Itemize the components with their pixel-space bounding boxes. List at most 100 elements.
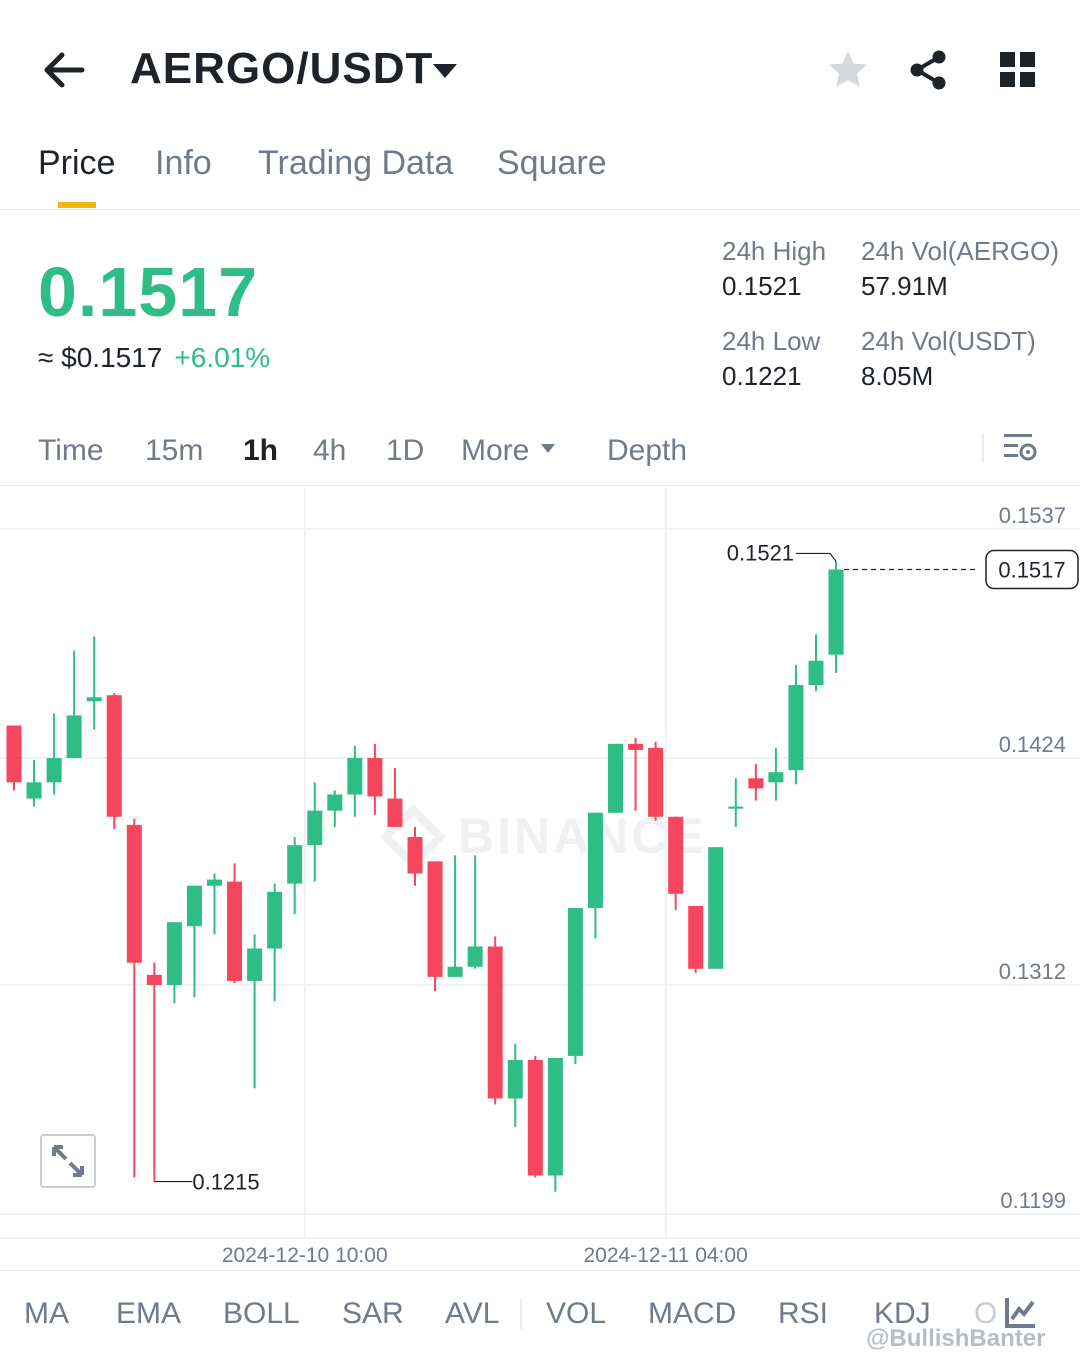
candle-body bbox=[227, 881, 243, 981]
candle bbox=[6, 725, 22, 791]
candle-body bbox=[26, 782, 42, 799]
candle-body bbox=[166, 922, 182, 985]
x-axis-tick-label: 2024-12-10 10:00 bbox=[222, 1244, 388, 1267]
last-price: 0.1517 bbox=[38, 253, 259, 331]
candle-body bbox=[587, 812, 603, 908]
indicator-vol[interactable]: VOL bbox=[546, 1297, 607, 1330]
y-axis-tick-label: 0.1199 bbox=[1000, 1188, 1066, 1213]
divider bbox=[982, 434, 984, 462]
fiat-price: ≈ $0.1517 bbox=[38, 342, 163, 373]
indicator-ma[interactable]: MA bbox=[24, 1297, 69, 1330]
indicator-rsi[interactable]: RSI bbox=[778, 1297, 829, 1330]
vol-quote-label: 24h Vol(USDT) bbox=[861, 326, 1036, 356]
candle-body bbox=[247, 948, 263, 981]
candle bbox=[126, 818, 142, 1178]
candle-body bbox=[126, 824, 142, 963]
grid-menu-icon[interactable] bbox=[998, 50, 1038, 90]
candle-body bbox=[708, 847, 724, 969]
candle-body bbox=[327, 794, 343, 811]
candle bbox=[828, 561, 844, 673]
indicator-kdj[interactable]: KDJ bbox=[874, 1297, 931, 1330]
candle-body bbox=[567, 907, 583, 1056]
candle bbox=[688, 905, 704, 973]
candle-body bbox=[547, 1057, 563, 1176]
candle bbox=[507, 1043, 523, 1127]
interval-depth[interactable]: Depth bbox=[607, 434, 688, 467]
candle bbox=[106, 693, 122, 829]
fullscreen-button[interactable] bbox=[40, 1134, 96, 1188]
indicator-settings-icon[interactable] bbox=[1004, 1295, 1038, 1329]
indicator-sar[interactable]: SAR bbox=[342, 1297, 404, 1330]
candle bbox=[186, 885, 202, 998]
candle bbox=[728, 778, 744, 827]
candle bbox=[808, 634, 824, 692]
candle bbox=[227, 863, 243, 983]
candle-body bbox=[527, 1059, 543, 1176]
indicator-avl[interactable]: AVL bbox=[445, 1297, 500, 1330]
tab-trading-data[interactable]: Trading Data bbox=[258, 144, 454, 182]
current-price-tag bbox=[985, 549, 1079, 590]
candle-body bbox=[146, 974, 162, 985]
page-tabs: Price Info Trading Data Square bbox=[0, 130, 1080, 210]
candle bbox=[628, 737, 644, 811]
low-24h-label: 24h Low bbox=[722, 326, 821, 356]
expand-icon bbox=[52, 1145, 84, 1177]
tab-info[interactable]: Info bbox=[155, 144, 212, 182]
candle-body bbox=[487, 946, 503, 1099]
indicator-ema[interactable]: EMA bbox=[116, 1297, 182, 1330]
high-24h-label: 24h High bbox=[722, 236, 827, 266]
trading-pair-title[interactable]: AERGO/USDT bbox=[130, 44, 434, 93]
low-24h-value: 0.1221 bbox=[722, 361, 802, 391]
interval-4h[interactable]: 4h bbox=[313, 434, 347, 467]
candle bbox=[367, 743, 383, 815]
interval-time[interactable]: Time bbox=[38, 434, 104, 467]
interval-15m[interactable]: 15m bbox=[145, 434, 204, 467]
candle-body bbox=[367, 758, 383, 797]
candle bbox=[788, 664, 804, 785]
share-icon[interactable] bbox=[906, 48, 950, 92]
back-arrow-icon[interactable] bbox=[40, 48, 86, 92]
candle bbox=[66, 650, 82, 759]
candle-body bbox=[467, 946, 483, 967]
candle bbox=[267, 883, 283, 1002]
candle bbox=[587, 812, 603, 939]
candle-body bbox=[688, 905, 704, 969]
favorite-star-icon[interactable] bbox=[826, 48, 870, 92]
candle-body bbox=[86, 697, 102, 702]
interval-1d[interactable]: 1D bbox=[386, 434, 425, 467]
interval-1h[interactable]: 1h bbox=[243, 434, 279, 467]
candle-body bbox=[668, 816, 684, 894]
low-marker-label: 0.1215 bbox=[192, 1170, 259, 1195]
candle-body bbox=[347, 758, 363, 795]
candle bbox=[467, 855, 483, 969]
candle bbox=[547, 1057, 563, 1192]
pair-dropdown-caret-icon[interactable] bbox=[430, 60, 460, 82]
indicator-obv-partial[interactable]: O bbox=[974, 1297, 998, 1330]
candle-body bbox=[287, 845, 303, 884]
candle bbox=[347, 745, 363, 817]
indicator-bar: MA EMA BOLL SAR AVL VOL MACD RSI KDJ O @… bbox=[0, 1270, 1080, 1362]
more-caret-icon[interactable] bbox=[540, 442, 556, 454]
active-tab-indicator bbox=[58, 202, 96, 208]
candle-body bbox=[808, 660, 824, 686]
price-subline: ≈ $0.1517 +6.01% bbox=[38, 342, 270, 374]
vol-base-value: 57.91M bbox=[861, 271, 948, 301]
y-axis-tick-label: 0.1537 bbox=[999, 503, 1066, 528]
candlestick-chart[interactable]: BINANCE 0.1537 0.1424 0.1312 0.1199 2024-12-… bbox=[0, 488, 1080, 1270]
candle-body bbox=[507, 1059, 523, 1099]
candle-body bbox=[608, 743, 623, 813]
candle-body bbox=[267, 891, 283, 949]
current-price-label: 0.1517 bbox=[998, 558, 1065, 583]
interval-more[interactable]: More bbox=[461, 434, 530, 467]
tab-square[interactable]: Square bbox=[497, 144, 607, 182]
candle bbox=[46, 713, 62, 795]
indicator-boll[interactable]: BOLL bbox=[223, 1297, 300, 1330]
candle bbox=[146, 962, 162, 1182]
candle bbox=[608, 743, 623, 813]
chart-settings-icon[interactable] bbox=[1000, 430, 1040, 466]
candle bbox=[487, 936, 503, 1105]
tab-price[interactable]: Price bbox=[38, 144, 116, 182]
indicator-macd[interactable]: MACD bbox=[648, 1297, 737, 1330]
interval-bar: Time 15m 1h 4h 1D More Depth bbox=[0, 420, 1080, 486]
top-bar: AERGO/USDT bbox=[0, 0, 1080, 130]
